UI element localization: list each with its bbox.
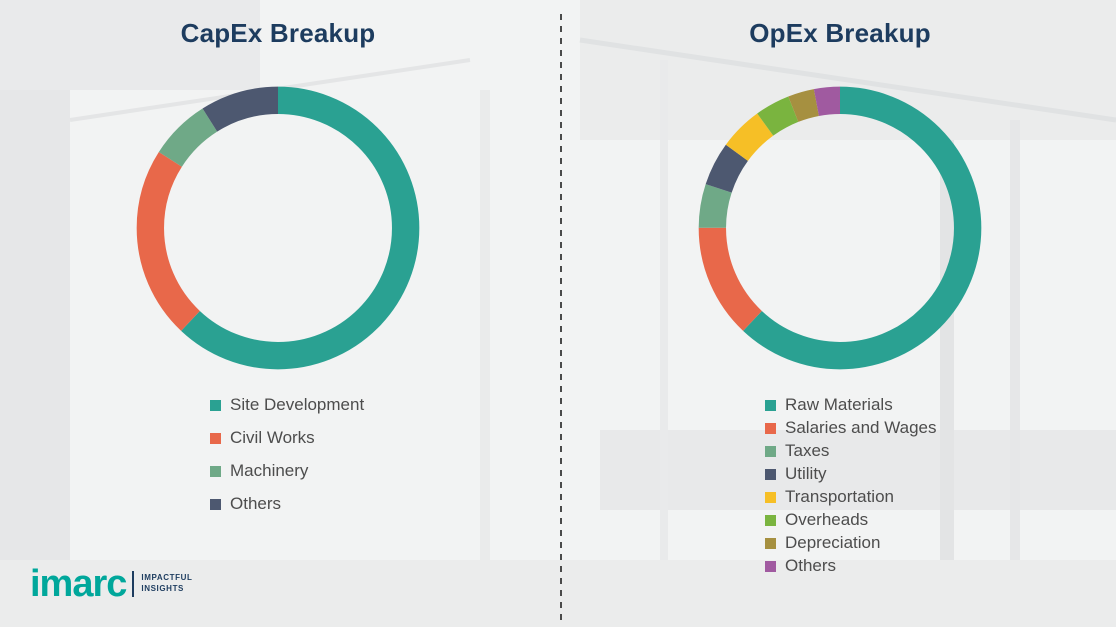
opex-chart-section: OpEx Breakup Raw Materials Salaries and W… (660, 18, 1020, 579)
donut-segment-civil-works (136, 86, 420, 370)
legend-item: Civil Works (210, 428, 458, 448)
legend-label: Raw Materials (785, 395, 893, 414)
legend-label: Others (785, 556, 837, 575)
legend-swatch (210, 399, 221, 411)
legend-item: Taxes (765, 441, 1020, 461)
legend-item: Others (210, 494, 458, 514)
legend-label: Overheads (785, 510, 869, 529)
legend-label: Machinery (230, 461, 309, 480)
legend-swatch (765, 560, 776, 572)
logo-divider-bar (132, 571, 135, 597)
legend-label: Site Development (230, 395, 365, 414)
legend-label: Utility (785, 464, 827, 483)
legend-swatch (765, 491, 776, 503)
imarc-logo-tagline: IMPACTFUL INSIGHTS (141, 573, 192, 595)
legend-item: Salaries and Wages (765, 418, 1020, 438)
legend-swatch (765, 514, 776, 526)
legend-label: Civil Works (230, 428, 315, 447)
legend-item: Raw Materials (765, 395, 1020, 415)
legend-item: Utility (765, 464, 1020, 484)
capex-legend: Site Development Civil Works Machinery Othe… (210, 395, 458, 514)
legend-swatch (210, 432, 221, 444)
legend-swatch (765, 537, 776, 549)
opex-donut-chart (698, 86, 982, 370)
tagline-line-2: INSIGHTS (141, 584, 184, 593)
legend-swatch (210, 498, 221, 510)
legend-item: Site Development (210, 395, 458, 415)
legend-item: Overheads (765, 510, 1020, 530)
divider-line (560, 14, 562, 621)
legend-swatch (765, 445, 776, 457)
capex-chart-section: CapEx Breakup Site Development Civil Work… (98, 18, 458, 527)
legend-label: Taxes (785, 441, 830, 460)
tagline-line-1: IMPACTFUL (141, 573, 193, 583)
legend-item: Others (765, 556, 1020, 576)
opex-legend: Raw Materials Salaries and Wages Taxes Util… (765, 395, 1020, 576)
legend-label: Others (230, 494, 282, 513)
donut-segment-others (136, 86, 420, 370)
legend-item: Machinery (210, 461, 458, 481)
donut-segment-salaries-and-wages (698, 86, 982, 370)
imarc-logo: imarc IMPACTFUL INSIGHTS (30, 565, 192, 603)
legend-swatch (765, 422, 776, 434)
legend-swatch (765, 399, 776, 411)
legend-item: Transportation (765, 487, 1020, 507)
capex-chart-title: CapEx Breakup (180, 18, 376, 48)
legend-label: Transportation (785, 487, 894, 506)
imarc-logo-text: imarc (30, 563, 127, 605)
legend-label: Depreciation (785, 533, 881, 552)
legend-swatch (210, 465, 221, 477)
capex-donut-chart (136, 86, 420, 370)
legend-swatch (765, 468, 776, 480)
legend-item: Depreciation (765, 533, 1020, 553)
donut-segment-others (698, 86, 982, 370)
opex-chart-title: OpEx Breakup (749, 18, 931, 48)
legend-label: Salaries and Wages (785, 418, 937, 437)
